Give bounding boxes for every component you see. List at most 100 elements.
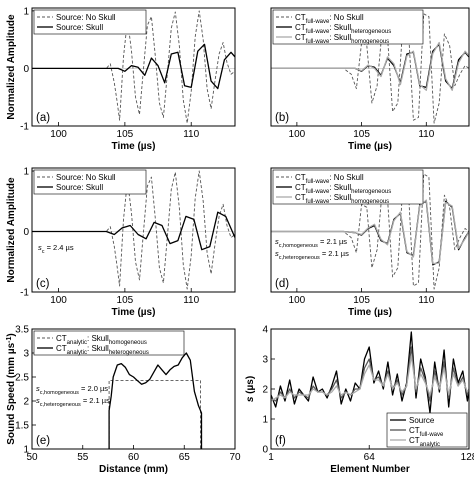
plot-frame (270, 167, 470, 293)
annotation: sc,homogeneous = 2.0 µs (36, 384, 108, 396)
x-tick-label: 70 (229, 452, 241, 463)
series-group (32, 10, 235, 124)
legend-label: Source (409, 416, 435, 425)
y-tick-label: 0 (23, 64, 29, 75)
y-tick-label: 1 (23, 6, 29, 17)
x-axis-label: Distance (mm) (99, 464, 168, 475)
legend-box (33, 169, 147, 195)
y-tick-label: 1 (23, 445, 29, 456)
series-line-2 (32, 211, 235, 251)
legend-box (272, 9, 424, 45)
y-tick-label: 0 (262, 445, 268, 456)
series-group (32, 170, 235, 290)
series-line-1 (271, 173, 469, 290)
legend-label: CTanalytic (409, 436, 440, 448)
legend-label: Source: Skull (56, 183, 103, 192)
x-tick-label: 64 (364, 452, 376, 463)
plot-frame (270, 7, 470, 127)
x-tick-label: 60 (128, 452, 140, 463)
x-tick-label: 50 (26, 452, 38, 463)
legend-label: CTfull-wave: No Skull (295, 13, 364, 25)
legend-label: CTfull-wave: Skullheterogeneous (295, 23, 391, 35)
x-tick-label: 100 (289, 295, 306, 306)
y-tick-label: 2.5 (15, 373, 29, 384)
panel-a: 100 105 110 -1 0 1 Time (µs) Normalized Amplitu… (6, 6, 236, 152)
legend-label: Source: No Skull (56, 173, 116, 182)
y-tick-label: 1.5 (15, 421, 29, 432)
x-axis-label: Time (µs) (348, 307, 392, 318)
annotation: sc,heterogeneous = 2.1 µs (275, 249, 349, 261)
legend-label: CTfull-wave (409, 426, 444, 438)
y-tick-label: 0 (23, 227, 29, 238)
x-tick-label: 110 (183, 129, 199, 140)
series-group (271, 13, 469, 124)
plot-frame (31, 7, 236, 127)
panel-b: 100 105 110 Time (µs) (b) CTfull-wave: No Sku… (270, 7, 470, 152)
y-axis-label: s (µs) (245, 376, 256, 402)
panel-c: 100 105 110 -1 0 1 Time (µs) Normalized Amplitu… (6, 167, 236, 318)
x-tick-label: 128 (461, 452, 474, 463)
x-tick-label: 105 (353, 295, 370, 306)
series-line-1 (271, 331, 469, 414)
y-tick-label: 1 (262, 415, 268, 426)
legend-box (33, 330, 185, 356)
x-tick-label: 65 (179, 452, 191, 463)
x-axis-label: Time (µs) (348, 141, 392, 152)
y-tick-label: -1 (20, 288, 29, 299)
series-line-1 (32, 10, 235, 124)
x-axis-label: Time (µs) (112, 307, 156, 318)
legend-label: CTfull-wave: Skullhomogeneous (295, 193, 389, 205)
legend-label: CTfull-wave: Skullhomogeneous (295, 33, 389, 45)
annotation: sc,homogeneous = 2.1 µs (275, 237, 347, 249)
legend: CTanalytic: SkullhomogeneousCTanalytic: … (33, 330, 185, 356)
legend-label: CTfull-wave: No Skull (295, 173, 364, 185)
legend-box (272, 169, 424, 205)
x-axis-label: Element Number (330, 464, 410, 475)
y-tick-label: -1 (20, 122, 29, 133)
panel-label: (a) (36, 112, 50, 124)
panel-label: (c) (36, 278, 50, 290)
x-tick-label: 100 (50, 295, 67, 306)
x-axis-label: Time (µs) (112, 141, 156, 152)
y-tick-label: 2 (23, 397, 29, 408)
y-axis-label: Normalized Amplitude (6, 177, 17, 283)
legend-label: CTfull-wave: Skullheterogeneous (295, 183, 391, 195)
series-group (108, 352, 203, 449)
series-group (271, 173, 469, 290)
y-tick-label: 3 (262, 355, 268, 366)
y-tick-label: 4 (262, 325, 268, 336)
annotation: sc,heterogeneous = 2.1 µs (36, 396, 110, 408)
plot-frame (31, 167, 236, 293)
y-tick-label: 3 (23, 349, 29, 360)
y-tick-label: 3.5 (15, 325, 29, 336)
panel-label: (f) (275, 435, 286, 447)
panel-e: 50 55 60 65 70 1 1.5 2 2.5 3 3.5 Distance (mm) Sound… (6, 325, 241, 476)
x-tick-label: 110 (418, 129, 434, 140)
panel-label: (d) (275, 278, 289, 290)
series-line-2 (108, 352, 203, 449)
x-tick-label: 1 (268, 452, 274, 463)
x-tick-label: 105 (353, 129, 370, 140)
series-line-1 (108, 379, 201, 449)
series-group (271, 331, 469, 414)
x-tick-label: 110 (418, 295, 434, 306)
legend-label: CTanalytic: Skullhomogeneous (56, 334, 147, 346)
x-tick-label: 105 (117, 129, 134, 140)
x-tick-label: 100 (289, 129, 306, 140)
series-line-3 (271, 41, 469, 91)
series-line-2 (32, 43, 235, 90)
y-axis-label: Sound Speed (mm µs-1) (6, 333, 18, 444)
panel-label: (e) (36, 435, 50, 447)
y-tick-label: 1 (23, 167, 29, 178)
x-tick-label: 105 (117, 295, 134, 306)
legend-label: Source: No Skull (56, 13, 116, 22)
y-tick-label: 2 (262, 385, 268, 396)
legend-label: CTanalytic: Skullheterogeneous (56, 344, 149, 356)
legend-box (33, 9, 147, 35)
x-tick-label: 110 (183, 295, 199, 306)
series-line-3 (271, 199, 469, 265)
